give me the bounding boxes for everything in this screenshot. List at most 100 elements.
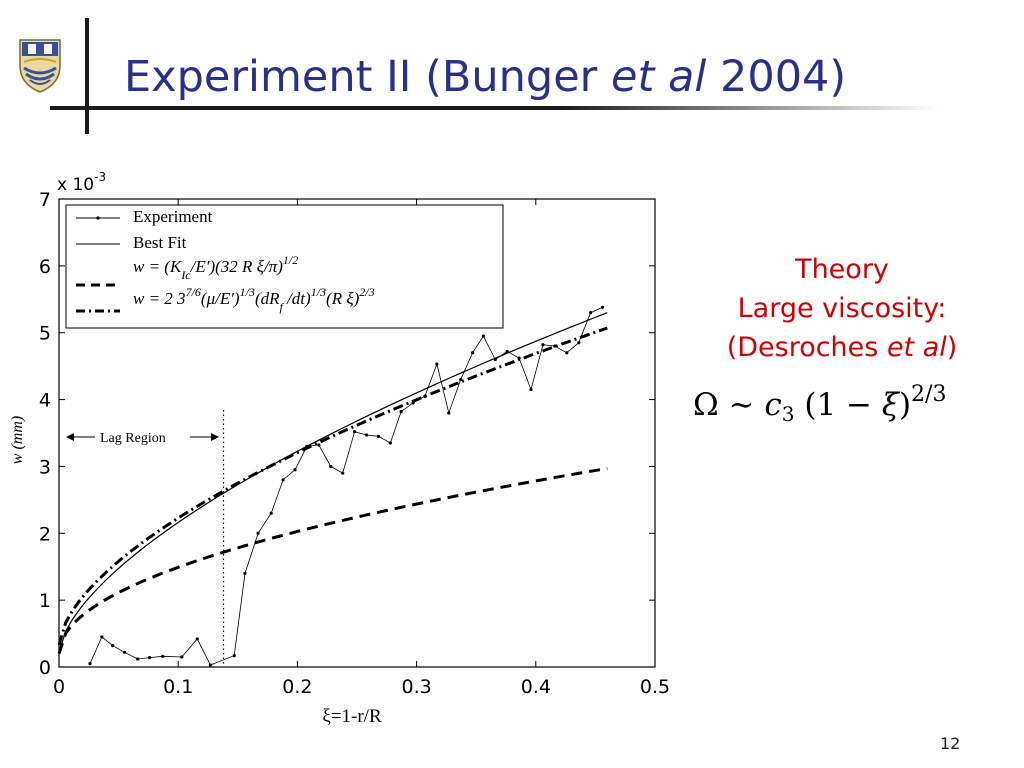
experiment-point bbox=[471, 351, 475, 355]
experiment-point bbox=[423, 394, 427, 398]
omega-formula: Ω ∼ c3 (1 − ξ)2/3 bbox=[693, 382, 946, 426]
y-tick-label: 7 bbox=[39, 189, 51, 211]
experiment-point bbox=[269, 511, 273, 515]
citation-italic: et al bbox=[886, 332, 947, 363]
y-tick-label: 2 bbox=[39, 523, 51, 545]
experiment-point bbox=[600, 305, 605, 309]
x-tick-label: 0.3 bbox=[401, 676, 431, 698]
legend-label-experiment: Experiment bbox=[133, 207, 213, 226]
tick-labels: 0 0.1 0.2 0.3 0.4 0.5 0 1 2 3 4 5 6 7 bbox=[39, 189, 670, 698]
experiment-point bbox=[505, 349, 509, 354]
experiment-point bbox=[100, 635, 104, 639]
experiment-point bbox=[529, 387, 533, 392]
axes-box bbox=[58, 198, 656, 668]
experiment-point bbox=[111, 644, 115, 648]
formula-open: (1 − bbox=[794, 387, 882, 423]
experiment-point bbox=[88, 662, 92, 666]
experiment-point bbox=[281, 478, 285, 482]
legend-entry-viscosity: w = 2 37/6(μ/E′)1/3(dRf /dt)1/3(R ξ)2/3 bbox=[76, 285, 375, 314]
tick-marks bbox=[58, 198, 656, 668]
experiment-point bbox=[481, 334, 485, 338]
series-viscosity-curve bbox=[57, 326, 608, 646]
y-tick-label: 4 bbox=[39, 390, 51, 412]
legend-entry-experiment: Experiment bbox=[76, 207, 213, 226]
experiment-point bbox=[195, 637, 199, 641]
experiment-point bbox=[180, 655, 184, 659]
experiment-point bbox=[161, 654, 165, 658]
y-multiplier-base: x 10 bbox=[57, 175, 94, 195]
experiment-point bbox=[353, 430, 357, 434]
y-tick-label: 1 bbox=[39, 590, 51, 612]
legend-entry-toughness: w = (KIc/E′)(32 R ξ/π)1/2 bbox=[76, 253, 298, 287]
experiment-point bbox=[577, 341, 581, 345]
experiment-point bbox=[589, 311, 593, 315]
y-tick-label: 5 bbox=[39, 323, 51, 345]
horizontal-rule-fade bbox=[560, 106, 940, 110]
vertical-rule bbox=[85, 18, 89, 134]
formula-c: c bbox=[764, 387, 782, 423]
formula-close: ) bbox=[898, 387, 912, 423]
legend: Experiment Best Fit w = (KIc/E′)(32 R ξ/… bbox=[65, 204, 504, 329]
experiment-point bbox=[317, 443, 321, 447]
experiment-point bbox=[565, 351, 569, 355]
university-crest-logo bbox=[19, 39, 61, 93]
axes-frame bbox=[58, 198, 656, 668]
slide-title: Experiment II (Bunger et al 2004) bbox=[124, 52, 846, 102]
experiment-point bbox=[553, 344, 557, 348]
legend-label-best-fit: Best Fit bbox=[133, 233, 187, 252]
x-tick-label: 0.2 bbox=[282, 676, 312, 698]
formula-sim: ∼ bbox=[718, 387, 765, 423]
horizontal-rule bbox=[50, 106, 940, 110]
citation-line: (Desroches et al) bbox=[682, 328, 1002, 367]
theory-note: Theory Large viscosity: (Desroches et al… bbox=[682, 250, 1002, 367]
series-group bbox=[57, 305, 608, 667]
series-experiment-line bbox=[89, 306, 603, 666]
formula-c-sub: 3 bbox=[781, 402, 795, 426]
experiment-point bbox=[541, 343, 545, 347]
experiment-point bbox=[232, 654, 236, 658]
experiment-point bbox=[459, 377, 463, 382]
legend-label-viscosity: w = 2 37/6(μ/E′)1/3(dRf /dt)1/3(R ξ)2/3 bbox=[133, 285, 375, 314]
lag-region-label: Lag Region bbox=[100, 431, 166, 446]
y-tick-label: 3 bbox=[39, 456, 51, 478]
y-tick-label: 6 bbox=[39, 256, 51, 278]
x-tick-label: 0 bbox=[53, 676, 65, 698]
y-axis-label: w (mm) bbox=[9, 416, 26, 464]
legend-label-toughness: w = (KIc/E′)(32 R ξ/π)1/2 bbox=[133, 253, 298, 282]
formula-omega: Ω bbox=[693, 387, 719, 423]
citation-suffix: ) bbox=[946, 332, 958, 363]
citation-prefix: (Desroches bbox=[726, 332, 887, 363]
experiment-point bbox=[341, 471, 345, 475]
page-number: 12 bbox=[940, 734, 961, 753]
experiment-point bbox=[399, 410, 403, 414]
experiment-point bbox=[305, 444, 309, 448]
experiment-point bbox=[364, 433, 369, 437]
experiment-point bbox=[243, 571, 247, 576]
experiment-point bbox=[411, 401, 415, 405]
experiment-point bbox=[447, 411, 451, 415]
x-tick-label: 0.1 bbox=[163, 676, 193, 698]
large-viscosity-label: Large viscosity: bbox=[737, 293, 947, 324]
theory-heading: Theory bbox=[795, 254, 889, 285]
lag-region-arrow bbox=[66, 433, 219, 441]
experiment-point bbox=[256, 531, 260, 535]
experiment-point bbox=[517, 356, 521, 360]
y-multiplier-label: x 10-3 bbox=[57, 170, 106, 195]
title-text-italic: et al bbox=[611, 52, 707, 102]
y-tick-label: 0 bbox=[39, 657, 51, 679]
experiment-point bbox=[493, 357, 497, 362]
formula-xi: ξ bbox=[881, 387, 899, 423]
experiment-point bbox=[208, 663, 212, 667]
experiment-point bbox=[376, 434, 381, 438]
experiment-point bbox=[388, 441, 392, 445]
title-text-start: Experiment II (Bunger bbox=[124, 52, 612, 102]
legend-entry-best-fit: Best Fit bbox=[76, 233, 187, 252]
series-toughness-curve bbox=[57, 466, 608, 655]
x-tick-label: 0.5 bbox=[640, 676, 670, 698]
x-axis-label: ξ=1-r/R bbox=[322, 706, 382, 727]
title-text-end: 2004) bbox=[706, 52, 847, 102]
x-tick-label: 0.4 bbox=[521, 676, 551, 698]
experiment-point bbox=[293, 468, 297, 472]
formula-exponent: 2/3 bbox=[911, 382, 947, 407]
experiment-point bbox=[435, 362, 439, 366]
